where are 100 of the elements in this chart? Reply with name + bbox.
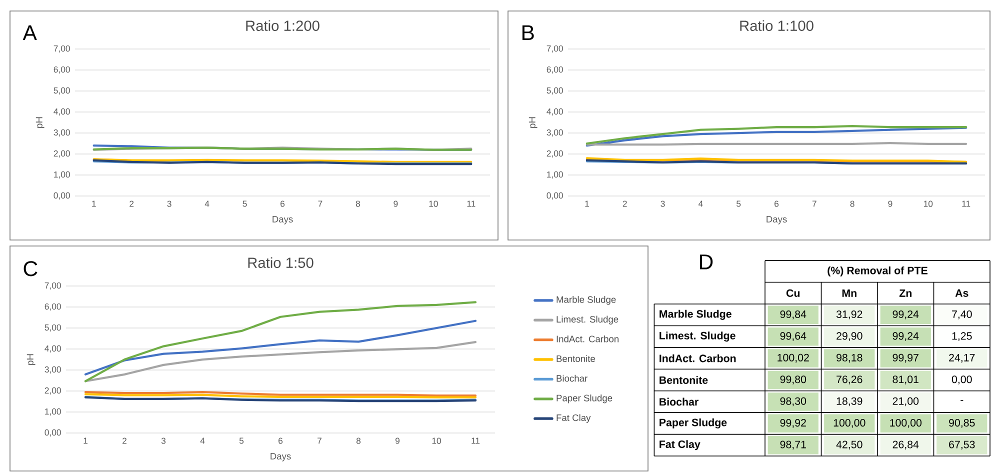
- text: A: [22, 25, 37, 40]
- legend-label: Marble Sludge: [556, 296, 616, 305]
- data-label: 90,85: [949, 419, 975, 428]
- y-tick-label: 4,00: [546, 108, 563, 116]
- text: D: [700, 254, 713, 270]
- y-tick-label: 3,00: [44, 366, 61, 374]
- text: -: [960, 400, 964, 401]
- y-tick-label: 2,00: [546, 150, 563, 158]
- y-axis-title: pH: [36, 117, 44, 128]
- x-tick-label: 7: [812, 200, 816, 207]
- y-tick-label: 0,00: [546, 192, 563, 200]
- legend-label: IndAct. Carbon: [556, 335, 618, 342]
- data-label: 29,90: [836, 332, 862, 341]
- x-tick-label: 1: [84, 438, 88, 444]
- y-tick-label: 3,00: [54, 129, 70, 137]
- y-tick-label: 2,00: [44, 387, 61, 395]
- data-label: 99,97: [892, 354, 918, 363]
- x-tick-label: Cu: [786, 289, 800, 297]
- x-tick-label: 10: [432, 438, 441, 444]
- y-tick-label: 4,00: [44, 345, 61, 353]
- data-label: 24,17: [949, 354, 975, 363]
- data-label: 81,01: [892, 376, 918, 384]
- data-label: 1,25: [952, 332, 972, 341]
- x-tick-label: 5: [736, 200, 741, 207]
- chart-title: Ratio 1:200: [246, 20, 320, 31]
- y-tick-label: 1,00: [45, 408, 61, 416]
- y-tick-label: 1,00: [547, 171, 563, 179]
- x-tick-label: 9: [395, 438, 400, 444]
- x-tick-label: 11: [962, 200, 970, 207]
- x-tick-label: 1: [585, 200, 589, 207]
- x-tick-label: 8: [356, 438, 361, 444]
- text: C: [24, 261, 38, 276]
- data-label: 99,84: [780, 310, 806, 320]
- data-label: 99,80: [780, 376, 806, 384]
- y-tick-label: 1,00: [54, 171, 70, 179]
- x-tick-label: 2: [122, 438, 126, 444]
- y-tick-label: 0,00: [54, 192, 70, 200]
- x-tick-label: 8: [850, 200, 854, 207]
- y-tick-label: 2,00: [54, 150, 70, 158]
- x-tick-label: Mn: [842, 289, 856, 297]
- x-tick-label: 2: [130, 200, 134, 207]
- data-label: 99,24: [892, 310, 919, 320]
- x-axis-title: Days: [270, 453, 291, 462]
- x-tick-label: As: [955, 289, 968, 297]
- legend-label: Biochar: [556, 374, 588, 382]
- y-tick-label: 7,00: [546, 45, 563, 53]
- y-tick-label: Limest. Sludge: [660, 332, 736, 342]
- x-tick-label: 3: [167, 200, 172, 207]
- data-label: 7,40: [952, 310, 972, 320]
- data-label: 21,00: [892, 397, 919, 406]
- x-tick-label: 9: [394, 200, 398, 207]
- y-tick-label: 4,00: [54, 108, 70, 116]
- legend-label: Paper Sludge: [556, 394, 612, 404]
- data-label: 99,64: [780, 332, 806, 341]
- data-label: 26,84: [892, 440, 919, 450]
- x-tick-label: 6: [278, 438, 283, 444]
- data-label: 76,26: [836, 376, 862, 384]
- x-tick-label: 3: [161, 438, 166, 444]
- y-tick-label: 6,00: [546, 66, 563, 74]
- x-tick-label: 7: [318, 200, 322, 207]
- x-tick-label: 2: [622, 200, 627, 207]
- chart-title: Ratio 1:50: [248, 257, 314, 268]
- x-axis-title: Days: [766, 216, 787, 224]
- data-label: 100,02: [778, 354, 809, 363]
- chart-title: Ratio 1:100: [740, 20, 814, 31]
- line-series: [84, 301, 477, 382]
- x-tick-label: Zn: [899, 289, 912, 297]
- y-tick-label: Paper Sludge: [660, 418, 727, 428]
- y-tick-label: 7,00: [54, 45, 70, 53]
- data-label: 18,39: [836, 397, 862, 406]
- y-tick-label: Marble Sludge: [660, 310, 732, 320]
- y-tick-label: 3,00: [546, 129, 563, 137]
- y-tick-label: 5,00: [44, 324, 61, 332]
- data-label: 67,53: [949, 440, 975, 450]
- x-tick-label: 1: [92, 200, 96, 207]
- x-tick-label: 9: [888, 200, 892, 207]
- data-label: 100,00: [890, 419, 922, 428]
- text: B: [522, 25, 534, 40]
- x-tick-label: 4: [204, 200, 210, 207]
- x-tick-label: 10: [429, 200, 438, 207]
- data-label: 98,18: [836, 354, 862, 363]
- legend-label: Bentonite: [556, 355, 596, 362]
- y-tick-label: 7,00: [44, 282, 61, 290]
- data-label: 98,71: [780, 440, 806, 450]
- x-tick-label: 7: [318, 438, 322, 444]
- chart-title: (%) Removal of PTE: [828, 266, 928, 276]
- y-axis-title: pH: [528, 117, 538, 128]
- data-label: 99,92: [780, 419, 806, 428]
- x-axis-title: Days: [272, 216, 293, 224]
- y-tick-label: IndAct. Carbon: [660, 354, 736, 362]
- x-tick-label: 4: [200, 438, 205, 444]
- x-tick-label: 5: [242, 200, 247, 207]
- legend-label: Fat Clay: [556, 414, 591, 423]
- data-label: 0,00: [952, 376, 972, 384]
- data-label: 31,92: [836, 310, 862, 320]
- y-tick-label: 0,00: [44, 429, 61, 437]
- y-tick-label: 5,00: [546, 87, 563, 95]
- data-label: 100,00: [834, 419, 866, 428]
- legend-label: Limest. Sludge: [556, 316, 618, 324]
- x-tick-label: 8: [356, 200, 360, 207]
